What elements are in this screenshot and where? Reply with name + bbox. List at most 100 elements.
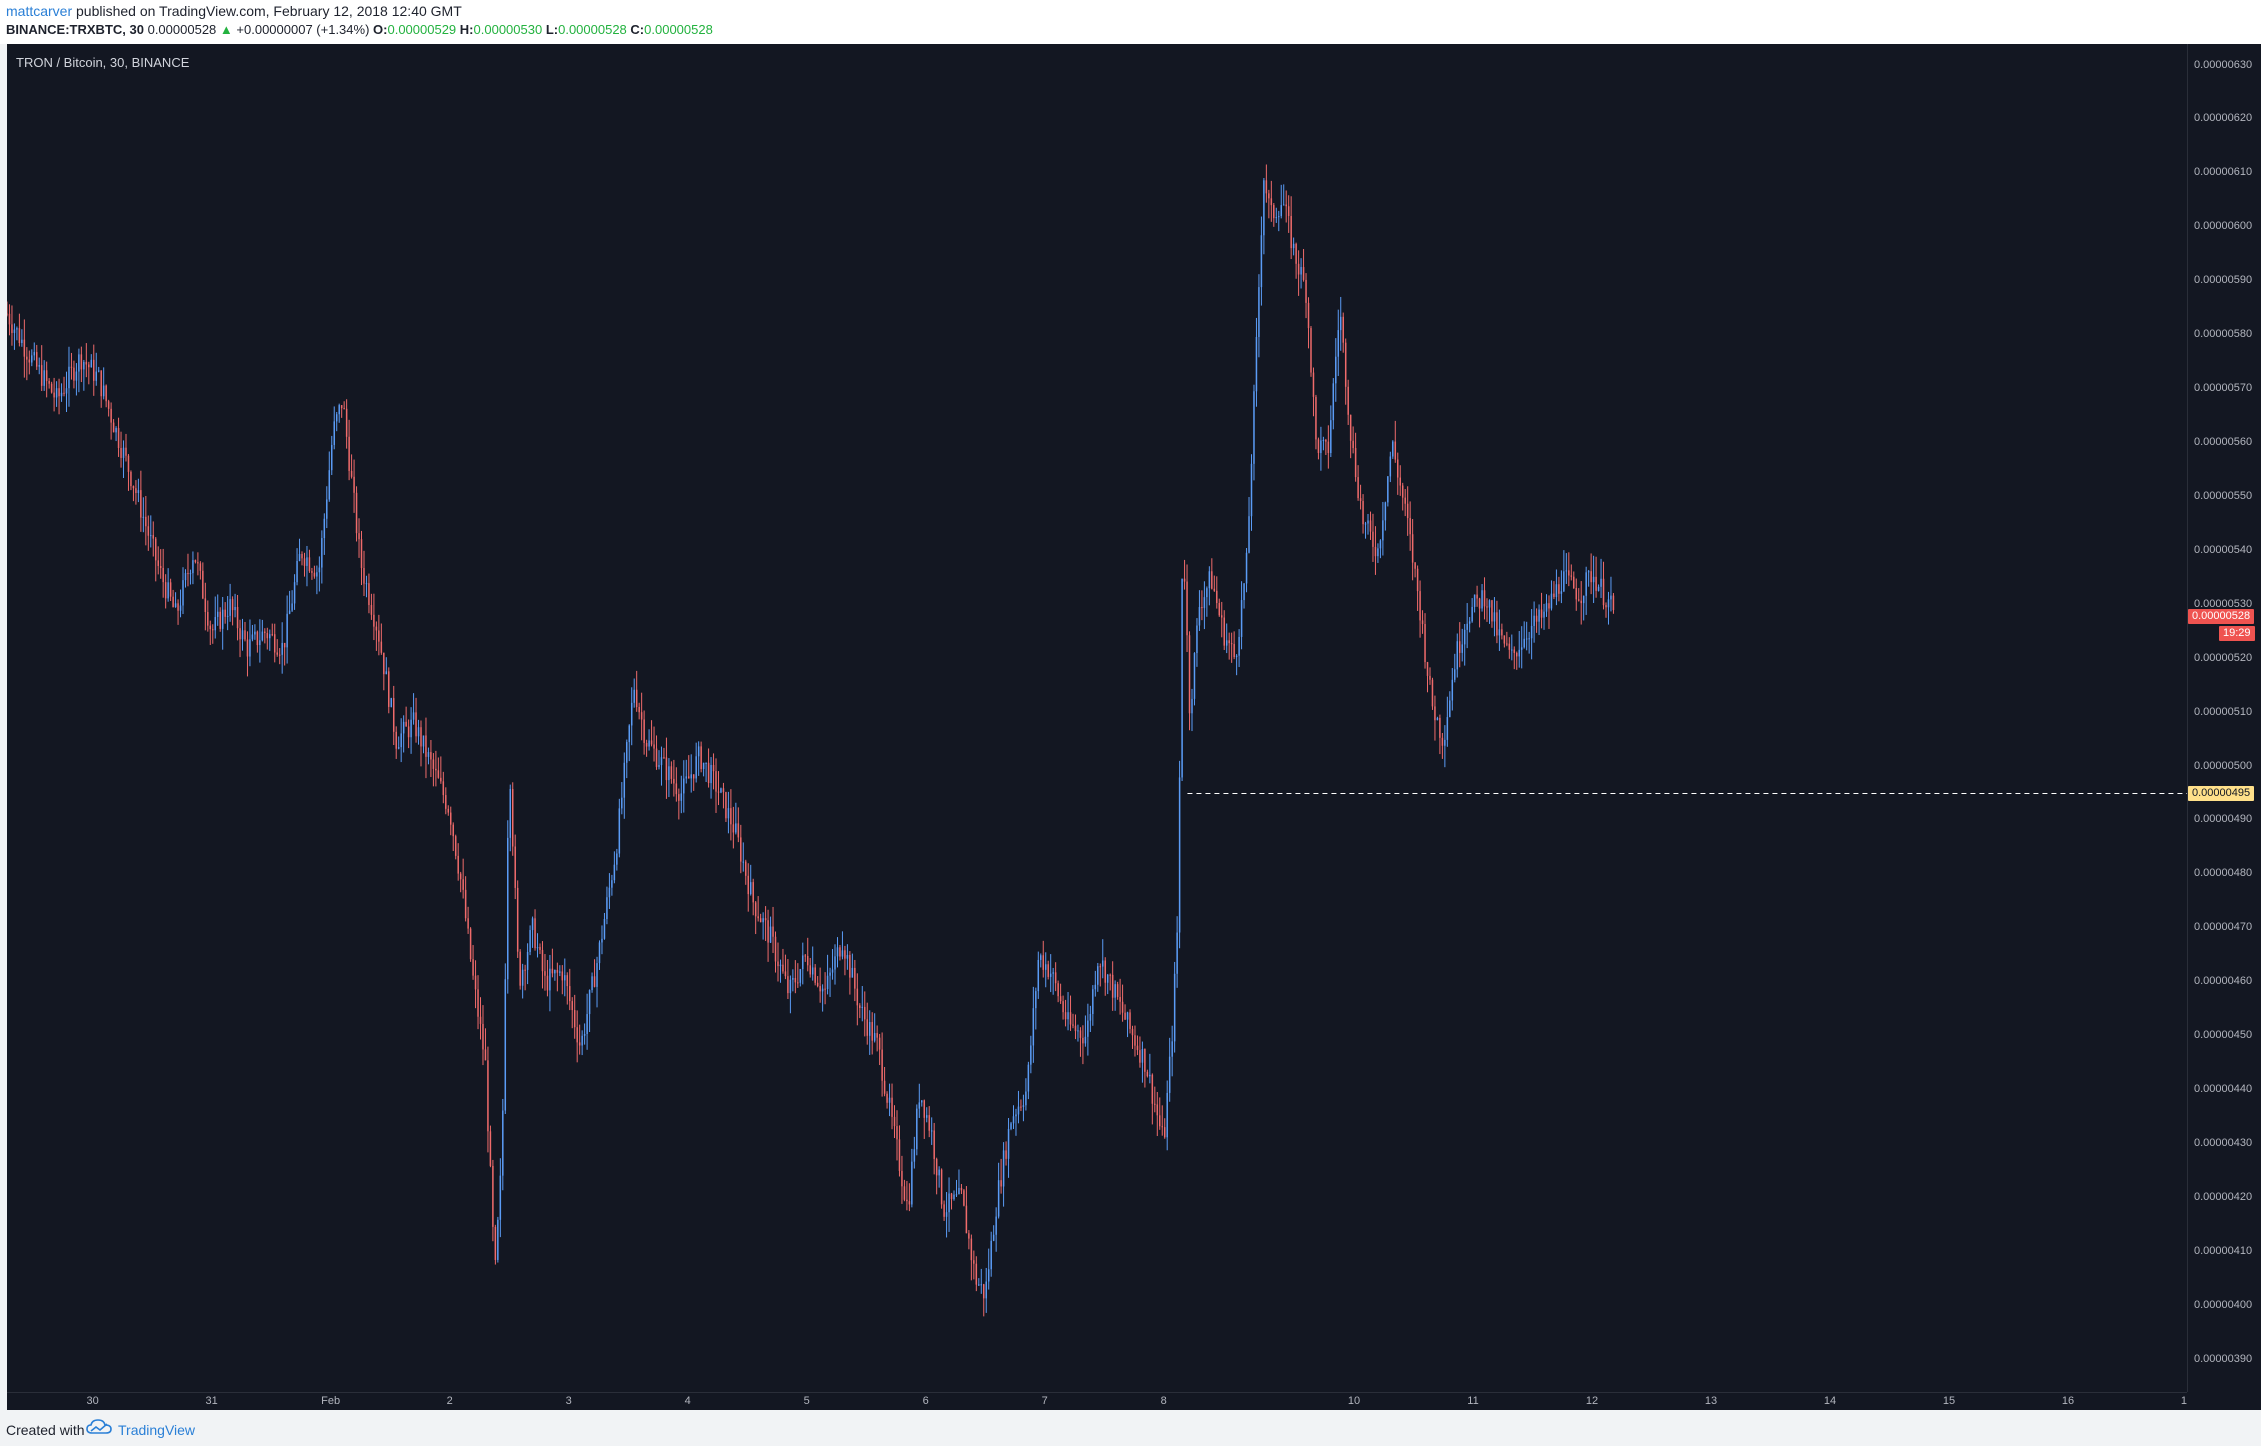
candle-body xyxy=(281,642,283,655)
candle-body xyxy=(365,583,368,585)
candle-body xyxy=(511,788,514,847)
candle-body xyxy=(943,1204,945,1217)
axis-corner xyxy=(2187,1392,2261,1410)
candle-body xyxy=(1030,1045,1032,1065)
candle-body xyxy=(732,824,735,833)
time-tick: 10 xyxy=(1347,1395,1361,1407)
candle-body xyxy=(1062,1001,1064,1013)
candle-body xyxy=(182,580,184,606)
candle-body xyxy=(202,570,204,599)
candle-body xyxy=(432,759,435,769)
candle-body xyxy=(1263,180,1265,236)
candle-body xyxy=(296,560,298,583)
close-value: 0.00000528 xyxy=(644,22,713,37)
footer: Created with TradingView xyxy=(0,1410,2261,1446)
candle-body xyxy=(1587,571,1590,573)
tradingview-brand-link[interactable]: TradingView xyxy=(118,1422,196,1438)
candle-body xyxy=(157,560,159,566)
candle-body xyxy=(1067,1012,1069,1020)
candle-body xyxy=(782,964,784,972)
candle-body xyxy=(415,712,417,737)
candle-body xyxy=(333,421,335,445)
candle-body xyxy=(521,969,524,986)
candle-body xyxy=(745,861,747,876)
candle-body xyxy=(1121,1001,1124,1013)
candle-body xyxy=(524,969,526,971)
candle-body xyxy=(1535,615,1538,622)
created-with-label: Created with xyxy=(6,1422,85,1438)
candle-body xyxy=(829,972,831,976)
candle-body xyxy=(1501,629,1503,636)
price-axis[interactable]: 0.00000630 0.00000620 0.00000610 0.00000600… xyxy=(2187,44,2261,1392)
candle-body xyxy=(1496,612,1498,636)
price-tick: 0.00000520 xyxy=(2194,651,2253,664)
candle-body xyxy=(764,918,767,921)
candle-body xyxy=(474,975,477,990)
candle-body xyxy=(1570,575,1573,577)
candle-body xyxy=(1230,643,1233,645)
open-value: 0.00000529 xyxy=(387,22,457,37)
candle-body xyxy=(1471,606,1473,622)
candle-body xyxy=(670,766,673,779)
candle-body xyxy=(578,1042,581,1046)
candle-body xyxy=(797,982,799,984)
candle-body xyxy=(80,354,83,370)
time-tick: 31 xyxy=(205,1395,218,1407)
candle-body xyxy=(685,776,688,779)
price-tick: 0.00000620 xyxy=(2194,112,2253,125)
candle-body xyxy=(655,748,658,767)
candle-body xyxy=(1419,591,1421,621)
author-link[interactable]: mattcarver xyxy=(6,3,73,19)
candle-body xyxy=(752,882,754,903)
candle-body xyxy=(440,777,442,782)
candle-body xyxy=(754,902,757,917)
candle-body xyxy=(1327,441,1330,454)
candle-body xyxy=(635,689,638,708)
countdown-badge: 19:29 xyxy=(2219,625,2255,641)
candle-body xyxy=(459,873,462,880)
candle-body xyxy=(1171,1041,1173,1057)
candle-body xyxy=(1240,600,1243,637)
tradingview-cloud-icon[interactable] xyxy=(86,1419,112,1435)
candle-body xyxy=(256,631,259,646)
candle-body xyxy=(1265,180,1268,194)
candle-body xyxy=(593,976,596,987)
candle-body xyxy=(821,988,824,992)
candle-body xyxy=(100,370,102,397)
candle-body xyxy=(1444,739,1446,746)
candle-body xyxy=(194,560,197,563)
candle-body xyxy=(960,1187,963,1191)
candle-body xyxy=(611,880,613,888)
candle-body xyxy=(1468,621,1471,624)
candle-body xyxy=(85,361,88,365)
candle-body xyxy=(1503,635,1506,644)
candle-body xyxy=(692,774,695,779)
candle-body xyxy=(147,526,150,536)
candle-body xyxy=(814,967,816,983)
candle-body xyxy=(172,596,174,608)
candlestick-plot[interactable] xyxy=(7,44,2187,1392)
candle-body xyxy=(648,740,650,747)
candle-body xyxy=(878,1037,881,1050)
candle-body xyxy=(164,582,167,599)
time-tick: 2 xyxy=(446,1395,453,1407)
candle-body xyxy=(1126,1012,1129,1020)
candle-body xyxy=(1478,598,1481,609)
chart-pane[interactable] xyxy=(7,44,2187,1392)
candle-body xyxy=(1610,595,1612,600)
candle-body xyxy=(717,791,720,793)
candle-body xyxy=(581,1035,583,1046)
candle-body xyxy=(727,808,730,819)
candle-body xyxy=(18,328,21,344)
candle-body xyxy=(167,582,169,599)
candle-body xyxy=(1168,1056,1171,1093)
candle-body xyxy=(1322,439,1325,441)
time-tick: 15 xyxy=(1942,1395,1956,1407)
candle-body xyxy=(154,538,157,561)
time-axis[interactable]: 3031Feb23456781011121314151617 xyxy=(7,1392,2193,1411)
candle-body xyxy=(40,365,43,386)
candle-body xyxy=(1530,625,1533,639)
price-tick: 0.00000510 xyxy=(2194,705,2253,718)
candle-body xyxy=(152,535,155,539)
candle-body xyxy=(28,359,31,363)
